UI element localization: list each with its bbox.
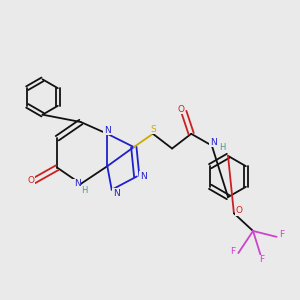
Text: N: N [113, 189, 119, 198]
Text: S: S [151, 125, 156, 134]
Text: N: N [210, 137, 217, 146]
Text: N: N [74, 179, 81, 188]
Text: O: O [177, 105, 184, 114]
Text: F: F [230, 247, 236, 256]
Text: H: H [219, 142, 225, 152]
Text: H: H [81, 186, 88, 195]
Text: N: N [73, 179, 80, 188]
Text: F: F [259, 255, 265, 264]
Text: O: O [236, 206, 243, 215]
Text: F: F [279, 230, 284, 239]
Text: N: N [140, 172, 147, 181]
Text: O: O [28, 176, 35, 185]
Text: N: N [104, 126, 111, 135]
